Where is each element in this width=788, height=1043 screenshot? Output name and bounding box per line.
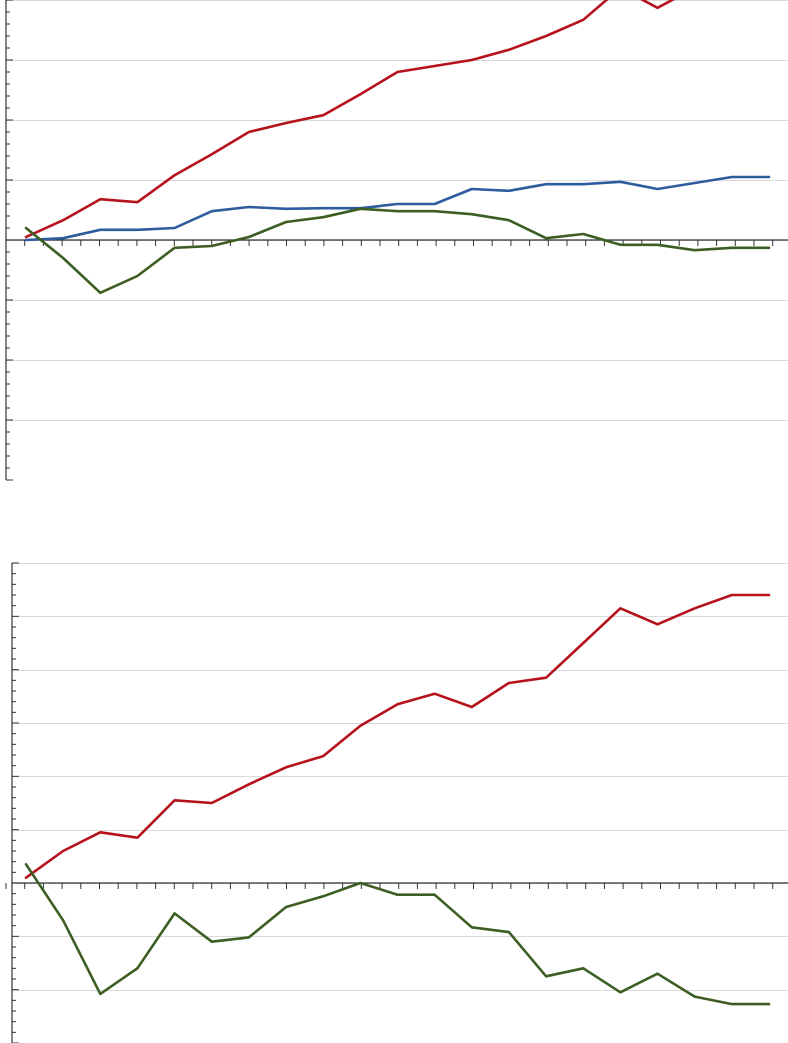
series-line-1 <box>24 0 675 239</box>
chart-1 <box>5 0 788 481</box>
series-line-2 <box>24 862 771 1006</box>
series-line-1 <box>24 593 771 880</box>
series-line-3 <box>24 207 771 295</box>
series-line-2 <box>24 175 771 242</box>
chart-2 <box>5 562 788 1043</box>
